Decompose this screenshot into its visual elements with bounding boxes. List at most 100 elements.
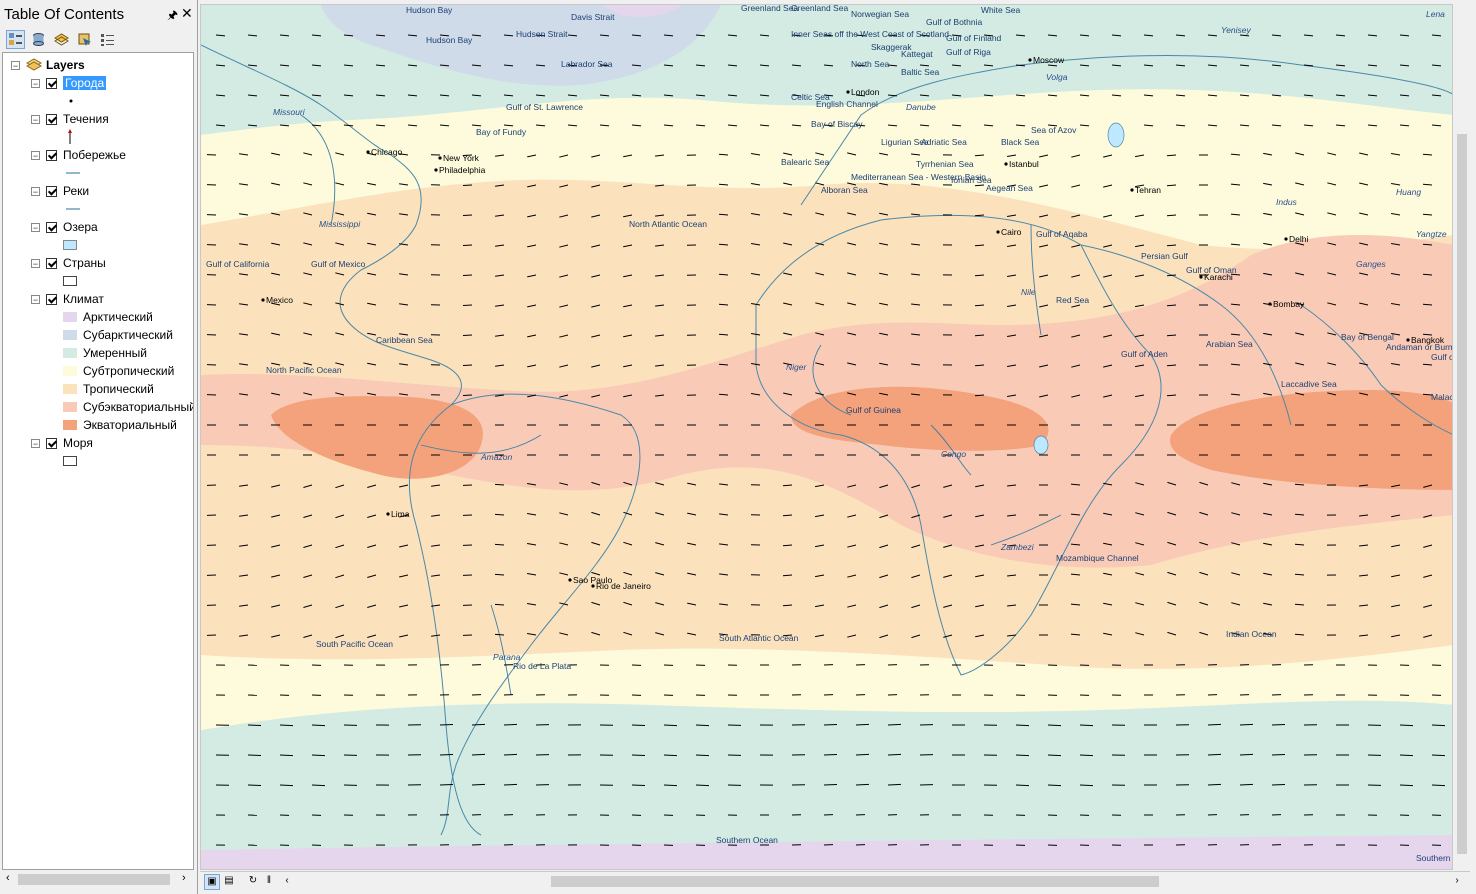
current-arrow [1166,304,1177,307]
city-point [568,578,572,582]
current-arrow [335,302,345,306]
current-arrow [1303,124,1314,127]
climate-class-label: Субтропический [83,364,175,378]
collapse-icon[interactable]: − [31,258,40,269]
layer-row-lakes[interactable]: − Озера [31,218,98,236]
current-arrow [815,212,825,216]
sea-label: Gulf of Riga [946,47,991,57]
current-arrow [975,544,985,548]
current-arrow [535,64,546,67]
layer-visibility-checkbox[interactable] [46,113,57,125]
current-arrow [335,484,345,489]
current-arrow [1431,124,1442,127]
layer-row-coastline[interactable]: − Побережье [31,146,126,164]
current-arrow [1166,334,1177,337]
current-arrow [1359,604,1369,607]
current-arrow [1007,634,1017,637]
close-icon[interactable]: ✕ [181,5,193,21]
current-arrow [1327,182,1337,186]
layer-label[interactable]: Озера [63,220,98,234]
collapse-icon[interactable]: − [31,114,40,125]
collapse-icon[interactable]: − [31,150,40,161]
refresh-icon[interactable]: ↻ [248,875,258,886]
current-arrow [1007,514,1017,517]
collapse-icon[interactable]: − [31,78,40,89]
pin-icon[interactable]: 🖈︎ [167,8,179,22]
layer-label[interactable]: Течения [63,112,109,126]
layer-visibility-checkbox[interactable] [46,149,57,161]
scrollbar-thumb[interactable] [1457,134,1467,854]
sea-label: Labrador Sea [561,59,613,69]
collapse-icon[interactable]: − [31,222,40,233]
layer-label[interactable]: Страны [63,256,106,270]
current-arrow [271,604,281,608]
current-arrow [367,302,377,306]
layer-row-countries[interactable]: − Страны [31,254,106,272]
collapse-icon[interactable]: − [11,60,20,71]
current-arrow [1071,184,1081,188]
scroll-left-icon[interactable]: ‹ [285,875,289,886]
current-arrow [559,632,569,636]
list-by-source-icon[interactable] [29,30,48,49]
layer-label[interactable]: Побережье [63,148,126,162]
layer-row-rivers[interactable]: − Реки [31,182,89,200]
collapse-icon[interactable]: − [31,186,40,197]
river-label: Lena [1426,9,1445,19]
layer-label[interactable]: Реки [63,184,90,198]
layer-visibility-checkbox[interactable] [46,221,57,233]
current-arrow [1391,303,1401,306]
sea-label: Gulf of Aqaba [1036,229,1088,239]
layer-row-seas[interactable]: − Моря [31,434,93,452]
layer-row-climate[interactable]: − Климат [31,290,104,308]
layer-label[interactable]: Климат [63,292,104,306]
arctic-band [601,5,681,17]
collapse-icon[interactable]: − [31,438,40,449]
layer-label[interactable]: Моря [63,436,93,450]
sea-label: Ligurian Sea [881,137,929,147]
scroll-right-icon[interactable]: › [182,872,186,884]
options-icon[interactable] [98,30,117,49]
toc-horizontal-scrollbar[interactable]: ‹ › [2,871,194,888]
scrollbar-thumb[interactable] [18,874,170,885]
layer-visibility-checkbox[interactable] [46,77,57,89]
sea-label: Gulf of California [206,259,270,269]
scroll-right-icon[interactable]: › [1455,875,1459,886]
city-label: Rio de Janeiro [596,581,651,591]
layer-visibility-checkbox[interactable] [46,257,57,269]
current-arrow [335,212,345,216]
map-vertical-scrollbar[interactable] [1453,4,1470,870]
layer-row-currents[interactable]: − Течения [31,110,109,128]
data-view-icon[interactable]: ▤ [224,875,234,886]
layer-visibility-checkbox[interactable] [46,293,57,305]
current-arrow [663,94,674,97]
current-arrow [1263,542,1273,546]
list-by-selection-icon[interactable] [75,30,94,49]
layer-visibility-checkbox[interactable] [46,437,57,449]
current-arrow [887,94,898,97]
layer-row-cities[interactable]: − Города [31,74,107,92]
current-arrow [943,634,953,638]
current-arrow [1135,632,1145,636]
layout-view-icon[interactable]: ▣ [204,874,220,890]
current-arrow [815,152,825,156]
world-climate-map[interactable]: Hudson Bay Hudson Bay Davis Strait Labrador… [201,5,1453,870]
collapse-icon[interactable]: − [31,294,40,305]
current-arrow [823,754,838,756]
map-view[interactable]: Hudson Bay Hudson Bay Davis Strait Labrador… [200,4,1453,870]
scroll-left-icon[interactable]: ‹ [6,872,10,884]
layer-visibility-checkbox[interactable] [46,185,57,197]
current-arrow [1399,754,1414,757]
layer-label[interactable]: Города [63,76,107,90]
current-arrow [215,64,226,67]
river-label: Parana [493,652,521,662]
current-arrow [911,634,921,639]
list-by-visibility-icon[interactable] [52,30,71,49]
list-by-drawing-order-icon[interactable] [6,30,25,49]
current-arrow [1335,94,1346,97]
layers-root[interactable]: − Layers [11,56,85,74]
pause-icon[interactable]: ‖ [266,875,272,886]
current-arrow [1079,64,1090,67]
scrollbar-thumb[interactable] [551,876,1159,887]
current-arrow [887,723,902,726]
map-horizontal-scrollbar[interactable] [297,875,1447,888]
